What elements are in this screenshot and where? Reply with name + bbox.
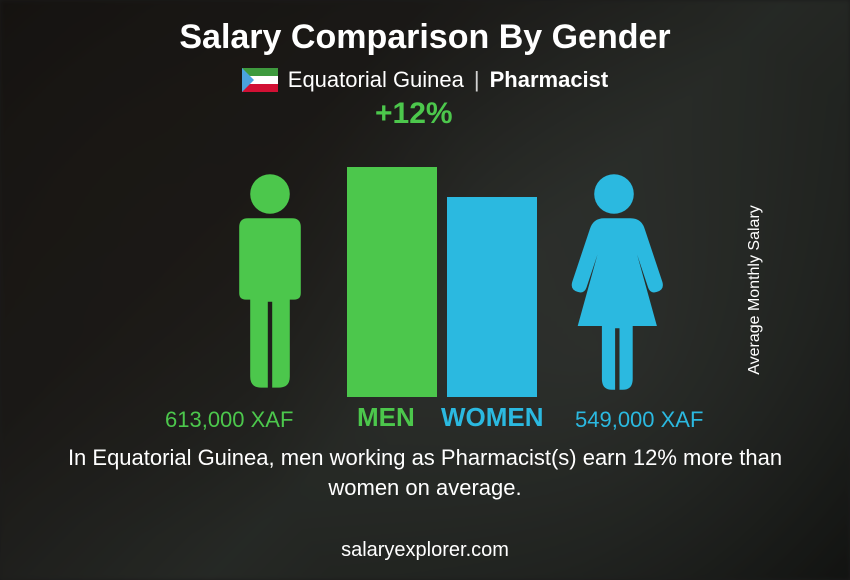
men-salary-label: 613,000 XAF: [165, 407, 293, 433]
men-gender-label: MEN: [357, 402, 415, 433]
women-bar: [447, 197, 537, 397]
source-label: salaryexplorer.com: [0, 539, 850, 562]
country-label: Equatorial Guinea: [288, 67, 464, 93]
caption-text: In Equatorial Guinea, men working as Pha…: [45, 443, 805, 502]
job-label: Pharmacist: [490, 67, 609, 93]
content-container: Salary Comparison By Gender Equatorial G…: [0, 0, 850, 580]
men-pct-label: +12%: [375, 97, 453, 131]
subtitle-row: Equatorial Guinea | Pharmacist: [242, 67, 608, 93]
flag-icon: [242, 68, 278, 92]
man-icon: [215, 172, 325, 397]
chart-area: +12% 613,000 XAF MEN WOMEN 549,000 XAF: [95, 135, 755, 435]
women-salary-label: 549,000 XAF: [575, 407, 703, 433]
men-bar: [347, 167, 437, 397]
women-gender-label: WOMEN: [441, 402, 544, 433]
separator: |: [474, 67, 480, 93]
woman-icon: [555, 172, 673, 397]
page-title: Salary Comparison By Gender: [179, 18, 670, 57]
yaxis-label: Average Monthly Salary: [746, 205, 764, 375]
